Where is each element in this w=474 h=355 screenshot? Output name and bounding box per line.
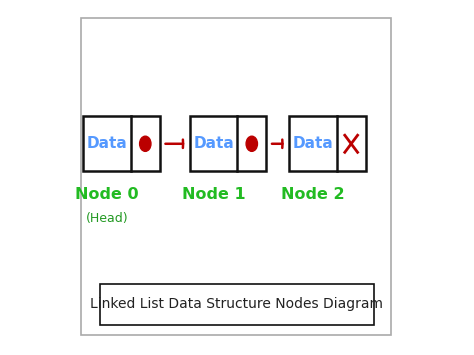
Text: Data: Data bbox=[87, 136, 128, 151]
Bar bbox=[81, 18, 392, 335]
Text: Node 2: Node 2 bbox=[281, 187, 345, 202]
Ellipse shape bbox=[246, 136, 257, 151]
Text: Linked List Data Structure Nodes Diagram: Linked List Data Structure Nodes Diagram bbox=[91, 297, 383, 311]
Ellipse shape bbox=[140, 136, 151, 151]
Bar bbox=[100, 284, 374, 325]
Text: Data: Data bbox=[292, 136, 333, 151]
Bar bbox=[83, 116, 160, 171]
Text: Data: Data bbox=[193, 136, 234, 151]
Text: Node 0: Node 0 bbox=[75, 187, 139, 202]
Bar bbox=[289, 116, 365, 171]
Text: (Head): (Head) bbox=[86, 212, 128, 225]
Text: Node 1: Node 1 bbox=[182, 187, 246, 202]
Bar bbox=[190, 116, 266, 171]
